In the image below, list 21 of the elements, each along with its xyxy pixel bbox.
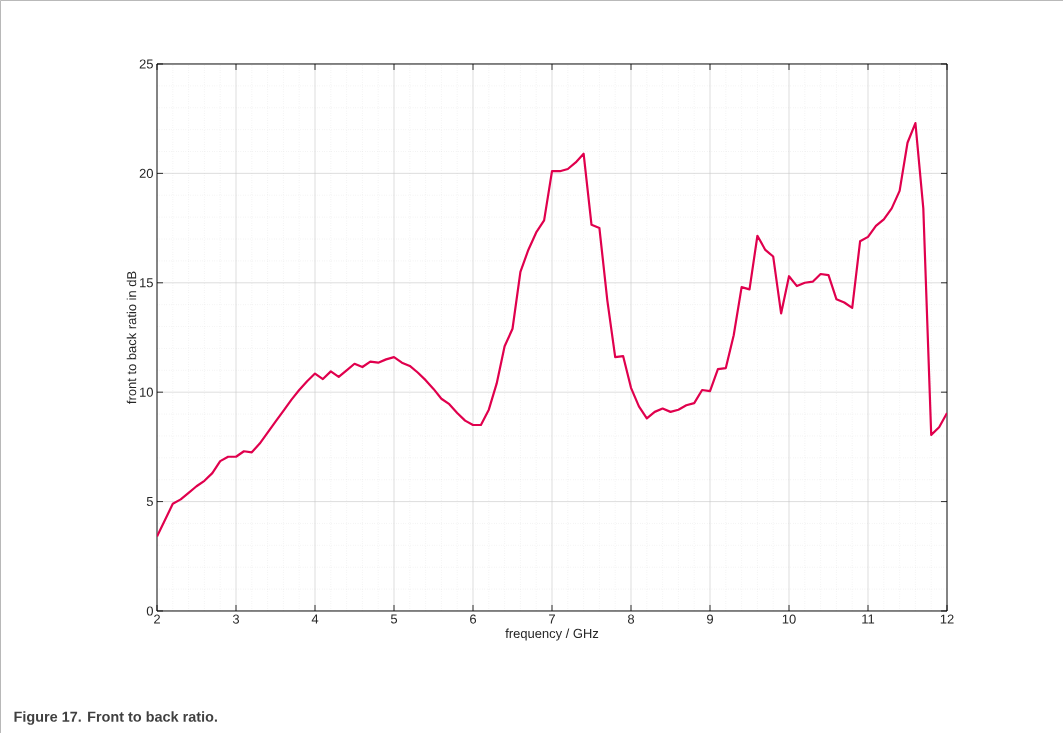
y-tick-label: 5 bbox=[146, 497, 153, 507]
line-series bbox=[157, 121, 948, 538]
x-tick-label: 12 bbox=[940, 614, 954, 624]
x-tick-label: 11 bbox=[862, 614, 875, 624]
x-tick-label: 5 bbox=[390, 614, 398, 624]
x-axis-title: frequency / GHz bbox=[505, 628, 599, 641]
caption: Figure 17. Front to back ratio. bbox=[14, 711, 217, 725]
x-tick-label: 7 bbox=[549, 614, 555, 624]
x-tick-label: 2 bbox=[154, 614, 160, 624]
y-tick-label: 15 bbox=[140, 278, 153, 288]
x-tick-label: 8 bbox=[627, 614, 635, 624]
y-tick-label: 20 bbox=[139, 168, 153, 178]
y-tick-label: 0 bbox=[146, 606, 153, 616]
x-tick-label: 3 bbox=[232, 614, 240, 624]
y-axis-title: front to back ratio in dB bbox=[126, 271, 137, 404]
y-tick-label: 10 bbox=[140, 387, 153, 397]
x-tick-label: 6 bbox=[470, 614, 477, 624]
x-tick-label: 9 bbox=[707, 614, 713, 624]
y-tick-label: 25 bbox=[139, 59, 153, 69]
x-tick-label: 4 bbox=[311, 614, 319, 624]
x-tick-label: 10 bbox=[782, 614, 796, 624]
